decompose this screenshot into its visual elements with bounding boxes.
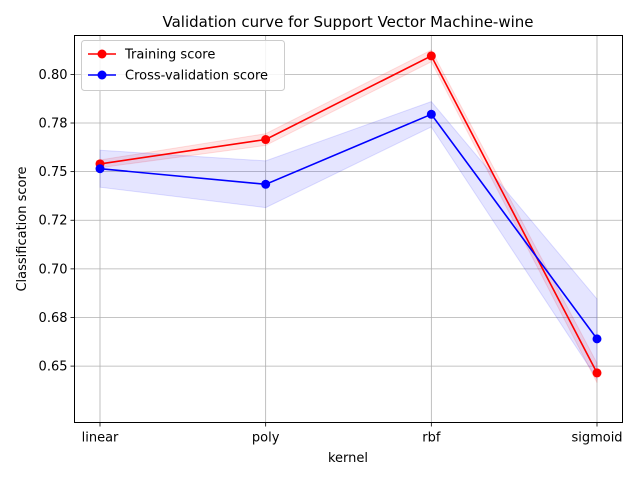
series-points (95, 51, 602, 378)
legend-marker-training (97, 49, 107, 59)
x-axis-label: kernel (328, 451, 368, 466)
series-line-training (99, 54, 598, 374)
plot-area-frame (74, 35, 623, 423)
y-axis-label: Classification score (15, 166, 30, 291)
x-tick-label: rbf (422, 431, 441, 446)
series-lines (99, 54, 598, 374)
x-tick-label: sigmoid (571, 431, 622, 446)
data-point-cross-validation (95, 164, 105, 174)
legend-marker-cv (97, 70, 107, 80)
legend: Training score Cross-validation score (81, 40, 285, 91)
data-point-training (261, 135, 271, 145)
grid-lines (74, 35, 623, 423)
data-point-cross-validation (592, 334, 602, 344)
series-line-cross-validation (99, 113, 598, 340)
y-tick-label: 0.65 (39, 360, 68, 375)
data-point-cross-validation (426, 109, 436, 119)
y-tick-label: 0.72 (39, 214, 68, 229)
y-tick-label: 0.68 (39, 311, 68, 326)
x-axis-ticks: linear poly rbf sigmoid (82, 422, 623, 446)
y-tick-label: 0.78 (39, 117, 68, 132)
data-point-cross-validation (261, 179, 271, 189)
y-tick-label: 0.80 (39, 68, 68, 83)
y-axis-ticks: 0.65 0.68 0.70 0.72 0.75 0.78 0.80 (39, 68, 75, 375)
legend-label-training: Training score (124, 48, 215, 63)
data-point-training (426, 51, 436, 61)
x-tick-label: linear (82, 431, 119, 446)
y-tick-label: 0.70 (39, 262, 68, 277)
legend-label-cv: Cross-validation score (125, 69, 268, 84)
x-tick-label: poly (252, 431, 280, 446)
chart-title: Validation curve for Support Vector Mach… (162, 13, 533, 31)
legend-box (81, 40, 285, 91)
data-point-training (592, 368, 602, 378)
y-tick-label: 0.75 (39, 165, 68, 180)
std-band-training (99, 49, 598, 383)
